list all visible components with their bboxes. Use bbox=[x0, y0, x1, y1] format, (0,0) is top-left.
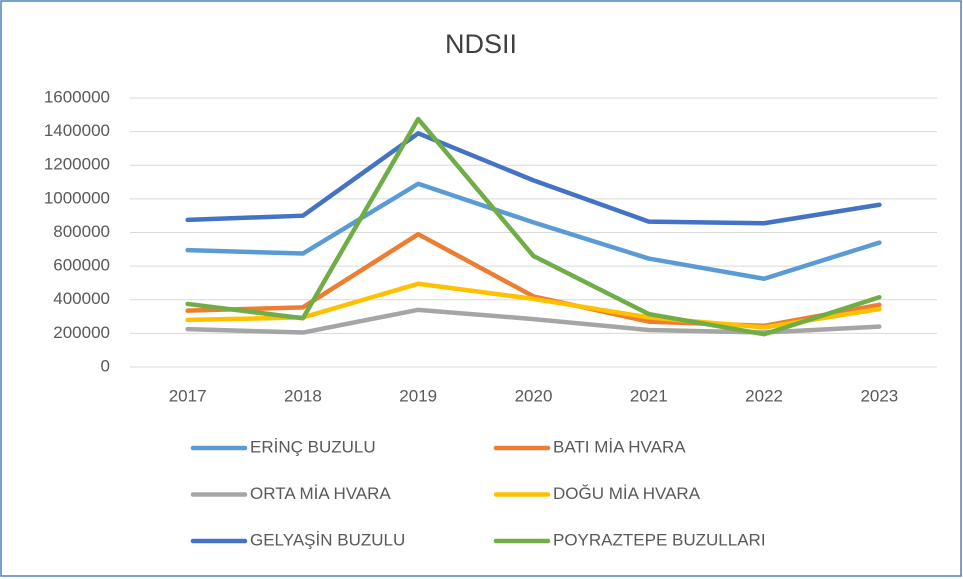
x-tick-label: 2021 bbox=[630, 386, 668, 405]
legend-label: ERİNÇ BUZULU bbox=[250, 437, 376, 456]
y-tick-label: 600000 bbox=[53, 256, 110, 275]
x-tick-label: 2019 bbox=[399, 386, 437, 405]
legend-label: BATI MİA HVARA bbox=[553, 437, 686, 456]
x-tick-label: 2020 bbox=[515, 386, 553, 405]
series-line bbox=[185, 131, 882, 226]
y-tick-label: 200000 bbox=[53, 323, 110, 342]
x-tick-label: 2018 bbox=[284, 386, 322, 405]
x-tick-label: 2017 bbox=[169, 386, 207, 405]
y-tick-label: 1400000 bbox=[44, 121, 110, 140]
legend-label: ORTA MİA HVARA bbox=[250, 484, 391, 503]
x-tick-label: 2023 bbox=[860, 386, 898, 405]
y-tick-label: 1200000 bbox=[44, 155, 110, 174]
series-line bbox=[185, 116, 882, 337]
x-tick-label: 2022 bbox=[745, 386, 783, 405]
series-line bbox=[185, 181, 882, 281]
chart-title: NDSII bbox=[445, 29, 517, 59]
y-tick-label: 0 bbox=[101, 356, 110, 375]
y-tick-label: 800000 bbox=[53, 222, 110, 241]
legend-label: DOĞU MİA HVARA bbox=[553, 484, 701, 503]
legend-label: POYRAZTEPE BUZULLARI bbox=[553, 530, 766, 549]
legend-label: GELYAŞİN BUZULU bbox=[250, 530, 405, 549]
y-tick-label: 1000000 bbox=[44, 188, 110, 207]
y-tick-label: 1600000 bbox=[44, 87, 110, 106]
y-tick-label: 400000 bbox=[53, 289, 110, 308]
